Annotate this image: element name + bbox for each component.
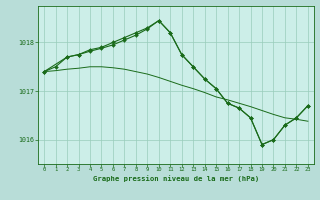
X-axis label: Graphe pression niveau de la mer (hPa): Graphe pression niveau de la mer (hPa) [93, 175, 259, 182]
